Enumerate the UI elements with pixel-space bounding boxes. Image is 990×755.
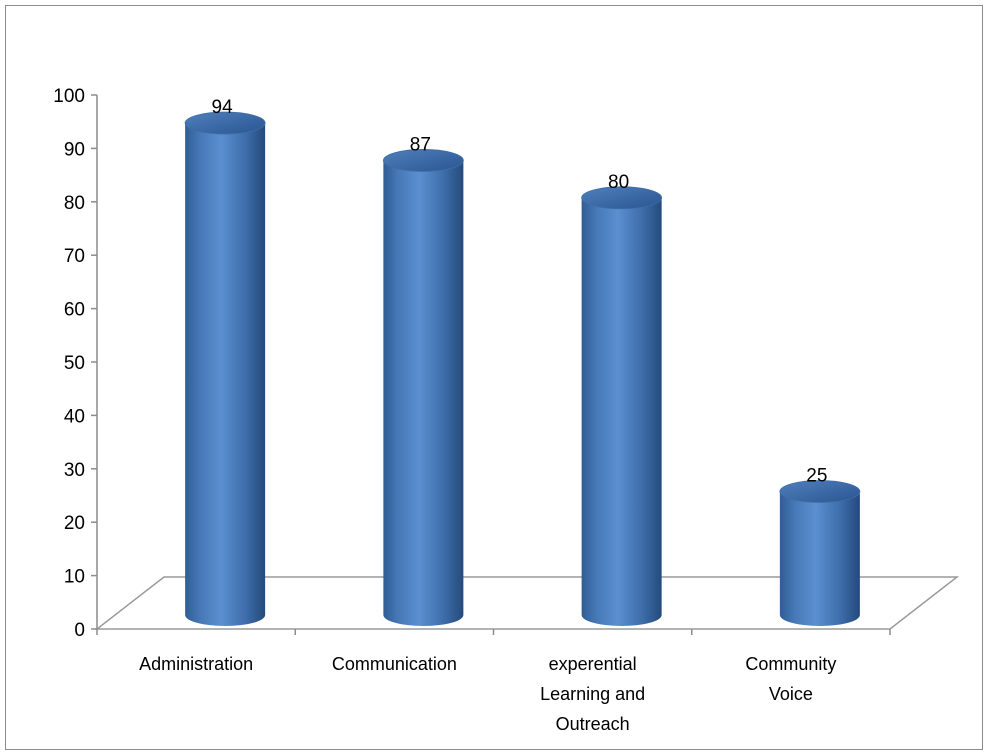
y-tick-label: 30	[64, 460, 85, 481]
category-label-line: Administration	[139, 654, 253, 674]
bar-top	[382, 149, 464, 172]
y-tick-label: 50	[64, 353, 85, 374]
floor-plane	[94, 576, 960, 630]
category-label: experential Learning and Outreach	[540, 654, 645, 734]
chart-floor	[94, 576, 960, 630]
data-label: 94	[212, 97, 234, 118]
y-tick-label: 80	[64, 193, 85, 214]
data-label: 25	[806, 466, 827, 487]
bar-body	[779, 491, 860, 626]
y-tick-label: 100	[53, 86, 85, 107]
y-tick-label: 90	[64, 139, 85, 160]
bar: 94	[184, 97, 266, 626]
bar-top	[184, 111, 266, 135]
bar: 80	[581, 172, 663, 626]
category-label-line: Learning and	[540, 684, 645, 704]
bar-top	[779, 480, 861, 503]
category-label-line: Voice	[769, 684, 813, 704]
y-tick-label: 40	[64, 406, 85, 427]
y-tick-label: 20	[64, 513, 85, 534]
category-label-line: Outreach	[556, 714, 630, 734]
category-label-line: Communication	[332, 654, 457, 674]
bar-body	[581, 197, 662, 626]
category-label: Community Voice	[745, 654, 836, 704]
category-label: Administration	[139, 654, 253, 674]
y-axis: 0 10 20 30 40 50 60 70 80 90 100	[53, 86, 891, 641]
y-tick-label: 60	[64, 300, 85, 321]
bar-body	[383, 160, 464, 627]
data-label: 87	[410, 134, 431, 155]
category-label-line: experential	[549, 654, 637, 674]
y-tick-label: 0	[74, 620, 85, 641]
category-labels: Administration Communication experential Le…	[139, 654, 836, 734]
bar: 87	[382, 134, 464, 627]
category-label-line: Community	[745, 654, 836, 674]
data-label: 80	[608, 172, 629, 193]
bar-body	[185, 123, 266, 626]
bar: 25	[779, 466, 861, 626]
y-tick-label: 70	[64, 246, 85, 267]
y-tick-label: 10	[64, 567, 85, 588]
bar-top	[581, 186, 663, 210]
category-label: Communication	[332, 654, 457, 674]
bar-series: 94 87 80 25	[184, 97, 861, 627]
